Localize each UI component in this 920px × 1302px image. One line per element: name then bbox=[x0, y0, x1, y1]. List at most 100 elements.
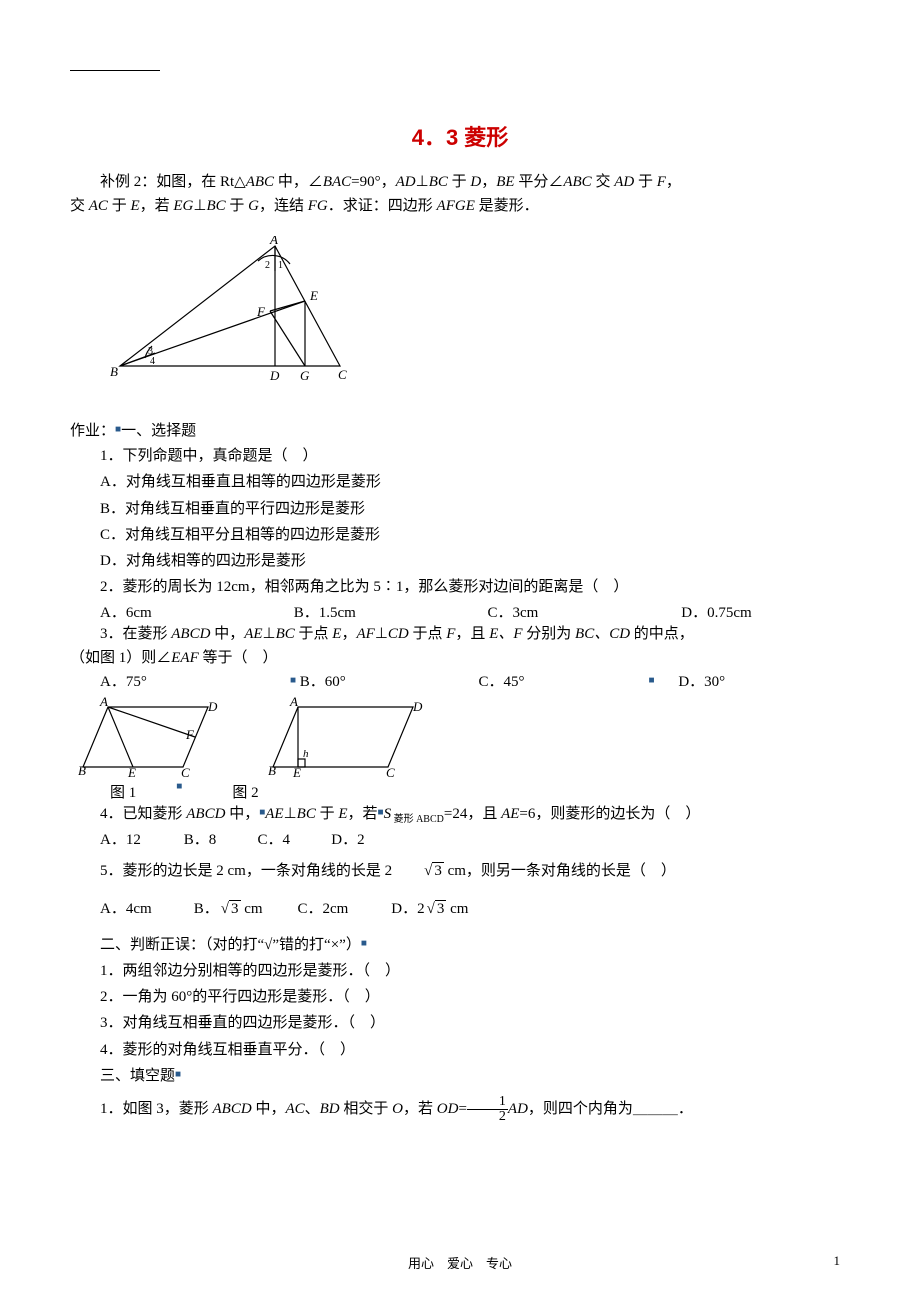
q1-b: B．对角线互相垂直的平行四边形是菱形 bbox=[100, 496, 850, 522]
text: 中， bbox=[252, 1101, 286, 1117]
q4-c: C．4 bbox=[258, 828, 328, 849]
text: 于 bbox=[316, 806, 339, 822]
fill-1: 1．如图 3，菱形 ABCD 中，AC、BD 相交于 O，若 OD=12AD，则… bbox=[70, 1095, 850, 1124]
q4-a: A．12 bbox=[100, 828, 180, 849]
var: ABC bbox=[246, 174, 274, 190]
dot: ■ bbox=[649, 675, 655, 686]
var: ABCD bbox=[213, 1101, 252, 1117]
figure-1: A D B C E F bbox=[78, 697, 228, 777]
text: cm bbox=[446, 901, 468, 917]
var: F bbox=[657, 174, 666, 190]
footer: 用心 爱心 专心 1 bbox=[0, 1253, 920, 1272]
q3-stem-2: （如图 1）则∠EAF 等于（ ） bbox=[70, 646, 850, 670]
text: ，连结 bbox=[259, 198, 308, 214]
var: AD bbox=[508, 1101, 528, 1117]
text: B． bbox=[194, 901, 219, 917]
svg-text:D: D bbox=[412, 699, 423, 714]
var: AE bbox=[244, 626, 262, 642]
text: ，若 bbox=[403, 1101, 437, 1117]
svg-text:1: 1 bbox=[278, 260, 283, 271]
var: ABCD bbox=[171, 626, 210, 642]
rad: 3 bbox=[435, 900, 447, 917]
dot: ■ bbox=[290, 675, 296, 686]
text: 补例 2：如图，在 Rt△ bbox=[100, 174, 246, 190]
sec2: 二、判断正误：（对的打“√”错的打“×”）■ 1．两组邻边分别相等的四边形是菱形… bbox=[70, 932, 850, 1090]
text: 平分∠ bbox=[515, 174, 564, 190]
text: 交 bbox=[592, 174, 615, 190]
q1: 1．下列命题中，真命题是（ ） A．对角线互相垂直且相等的四边形是菱形 B．对角… bbox=[70, 443, 850, 574]
var: AE bbox=[501, 806, 519, 822]
var: ABC bbox=[563, 174, 591, 190]
text: 中， bbox=[225, 806, 259, 822]
q2-stem: 2．菱形的周长为 12cm，相邻两角之比为 5∶1，那么菱形对边间的距离是（ ） bbox=[100, 574, 850, 600]
var: E bbox=[130, 198, 139, 214]
text: ⊥ bbox=[263, 626, 276, 642]
svg-text:A: A bbox=[269, 236, 278, 247]
svg-text:F: F bbox=[185, 727, 195, 742]
svg-text:D: D bbox=[207, 699, 218, 714]
q1-a: A．对角线互相垂直且相等的四边形是菱形 bbox=[100, 469, 850, 495]
j2: 2．一角为 60°的平行四边形是菱形．（ ） bbox=[100, 984, 850, 1010]
var: D bbox=[470, 174, 481, 190]
text: 3．在菱形 bbox=[100, 626, 171, 642]
text: 是菱形． bbox=[475, 198, 539, 214]
var: BC bbox=[297, 806, 316, 822]
svg-text:2: 2 bbox=[265, 260, 270, 271]
q5-d: D．2 3 cm bbox=[391, 897, 468, 918]
var: BC bbox=[276, 626, 295, 642]
j4: 4．菱形的对角线互相垂直平分．（ ） bbox=[100, 1037, 850, 1063]
svg-text:A: A bbox=[289, 697, 298, 709]
var: G bbox=[248, 198, 259, 214]
text: 于 bbox=[108, 198, 131, 214]
sqrt: 3 bbox=[425, 901, 447, 918]
var: AF bbox=[356, 626, 374, 642]
sub: 菱形 ABCD bbox=[391, 814, 444, 825]
svg-text:B: B bbox=[268, 763, 276, 777]
var: CD bbox=[388, 626, 409, 642]
text: 中， bbox=[210, 626, 244, 642]
var: BAC bbox=[323, 174, 351, 190]
q5-choices: A．4cm B．3 cm C．2cm D．23 cm bbox=[70, 897, 850, 918]
text: 、 bbox=[305, 1101, 320, 1117]
dot: ■ bbox=[176, 781, 182, 802]
text: D．2 bbox=[391, 901, 424, 917]
svg-text:G: G bbox=[300, 368, 310, 383]
text: 交 bbox=[70, 198, 89, 214]
work-label: 作业：■一、选择题 bbox=[70, 419, 850, 443]
svg-text:D: D bbox=[269, 368, 280, 383]
q3-c: C．45° bbox=[479, 670, 649, 691]
var: AD bbox=[396, 174, 416, 190]
var: BC bbox=[206, 198, 225, 214]
svg-text:B: B bbox=[110, 364, 118, 379]
j1: 1．两组邻边分别相等的四边形是菱形．（ ） bbox=[100, 958, 850, 984]
q5-stem: 5．菱形的边长是 2 cm，一条对角线的长是 23 cm，则另一条对角线的长是（… bbox=[70, 859, 850, 883]
example-para: 补例 2：如图，在 Rt△ABC 中，∠BAC=90°，AD⊥BC 于 D，BE… bbox=[70, 170, 850, 194]
rad: 3 bbox=[432, 862, 444, 879]
svg-text:B: B bbox=[78, 763, 86, 777]
dot: ■ bbox=[361, 938, 367, 949]
var: BC bbox=[429, 174, 448, 190]
j3: 3．对角线互相垂直的四边形是菱形．（ ） bbox=[100, 1010, 850, 1036]
var: S bbox=[384, 806, 392, 822]
q4-choices: A．12 B．8 C．4 D．2 bbox=[70, 828, 850, 849]
q3-d: D．30° bbox=[678, 670, 725, 691]
text: （如图 1）则∠ bbox=[70, 650, 171, 666]
var: E、F bbox=[489, 626, 522, 642]
sqrt: 3 bbox=[392, 859, 444, 883]
sec3-title: 三、填空题■ bbox=[100, 1063, 850, 1089]
text: 中，∠ bbox=[274, 174, 323, 190]
fig-captions: 图 1 ■ 图 2 bbox=[70, 781, 850, 802]
var: AE bbox=[265, 806, 283, 822]
num: 1 bbox=[467, 1095, 508, 1110]
q1-stem: 1．下列命题中，真命题是（ ） bbox=[100, 443, 850, 469]
dot: ■ bbox=[175, 1069, 181, 1080]
var: EAF bbox=[171, 650, 199, 666]
q2-choices: A．6cm B．1.5cm C．3cm D．0.75cm bbox=[70, 601, 850, 622]
fraction: 12 bbox=[467, 1095, 508, 1124]
text: 于点 bbox=[409, 626, 447, 642]
q2-a: A．6cm bbox=[100, 601, 290, 622]
sqrt: 3 bbox=[219, 901, 241, 918]
svg-text:4: 4 bbox=[150, 356, 155, 367]
svg-text:E: E bbox=[292, 765, 301, 777]
figure-2: A D B C E h bbox=[268, 697, 428, 777]
